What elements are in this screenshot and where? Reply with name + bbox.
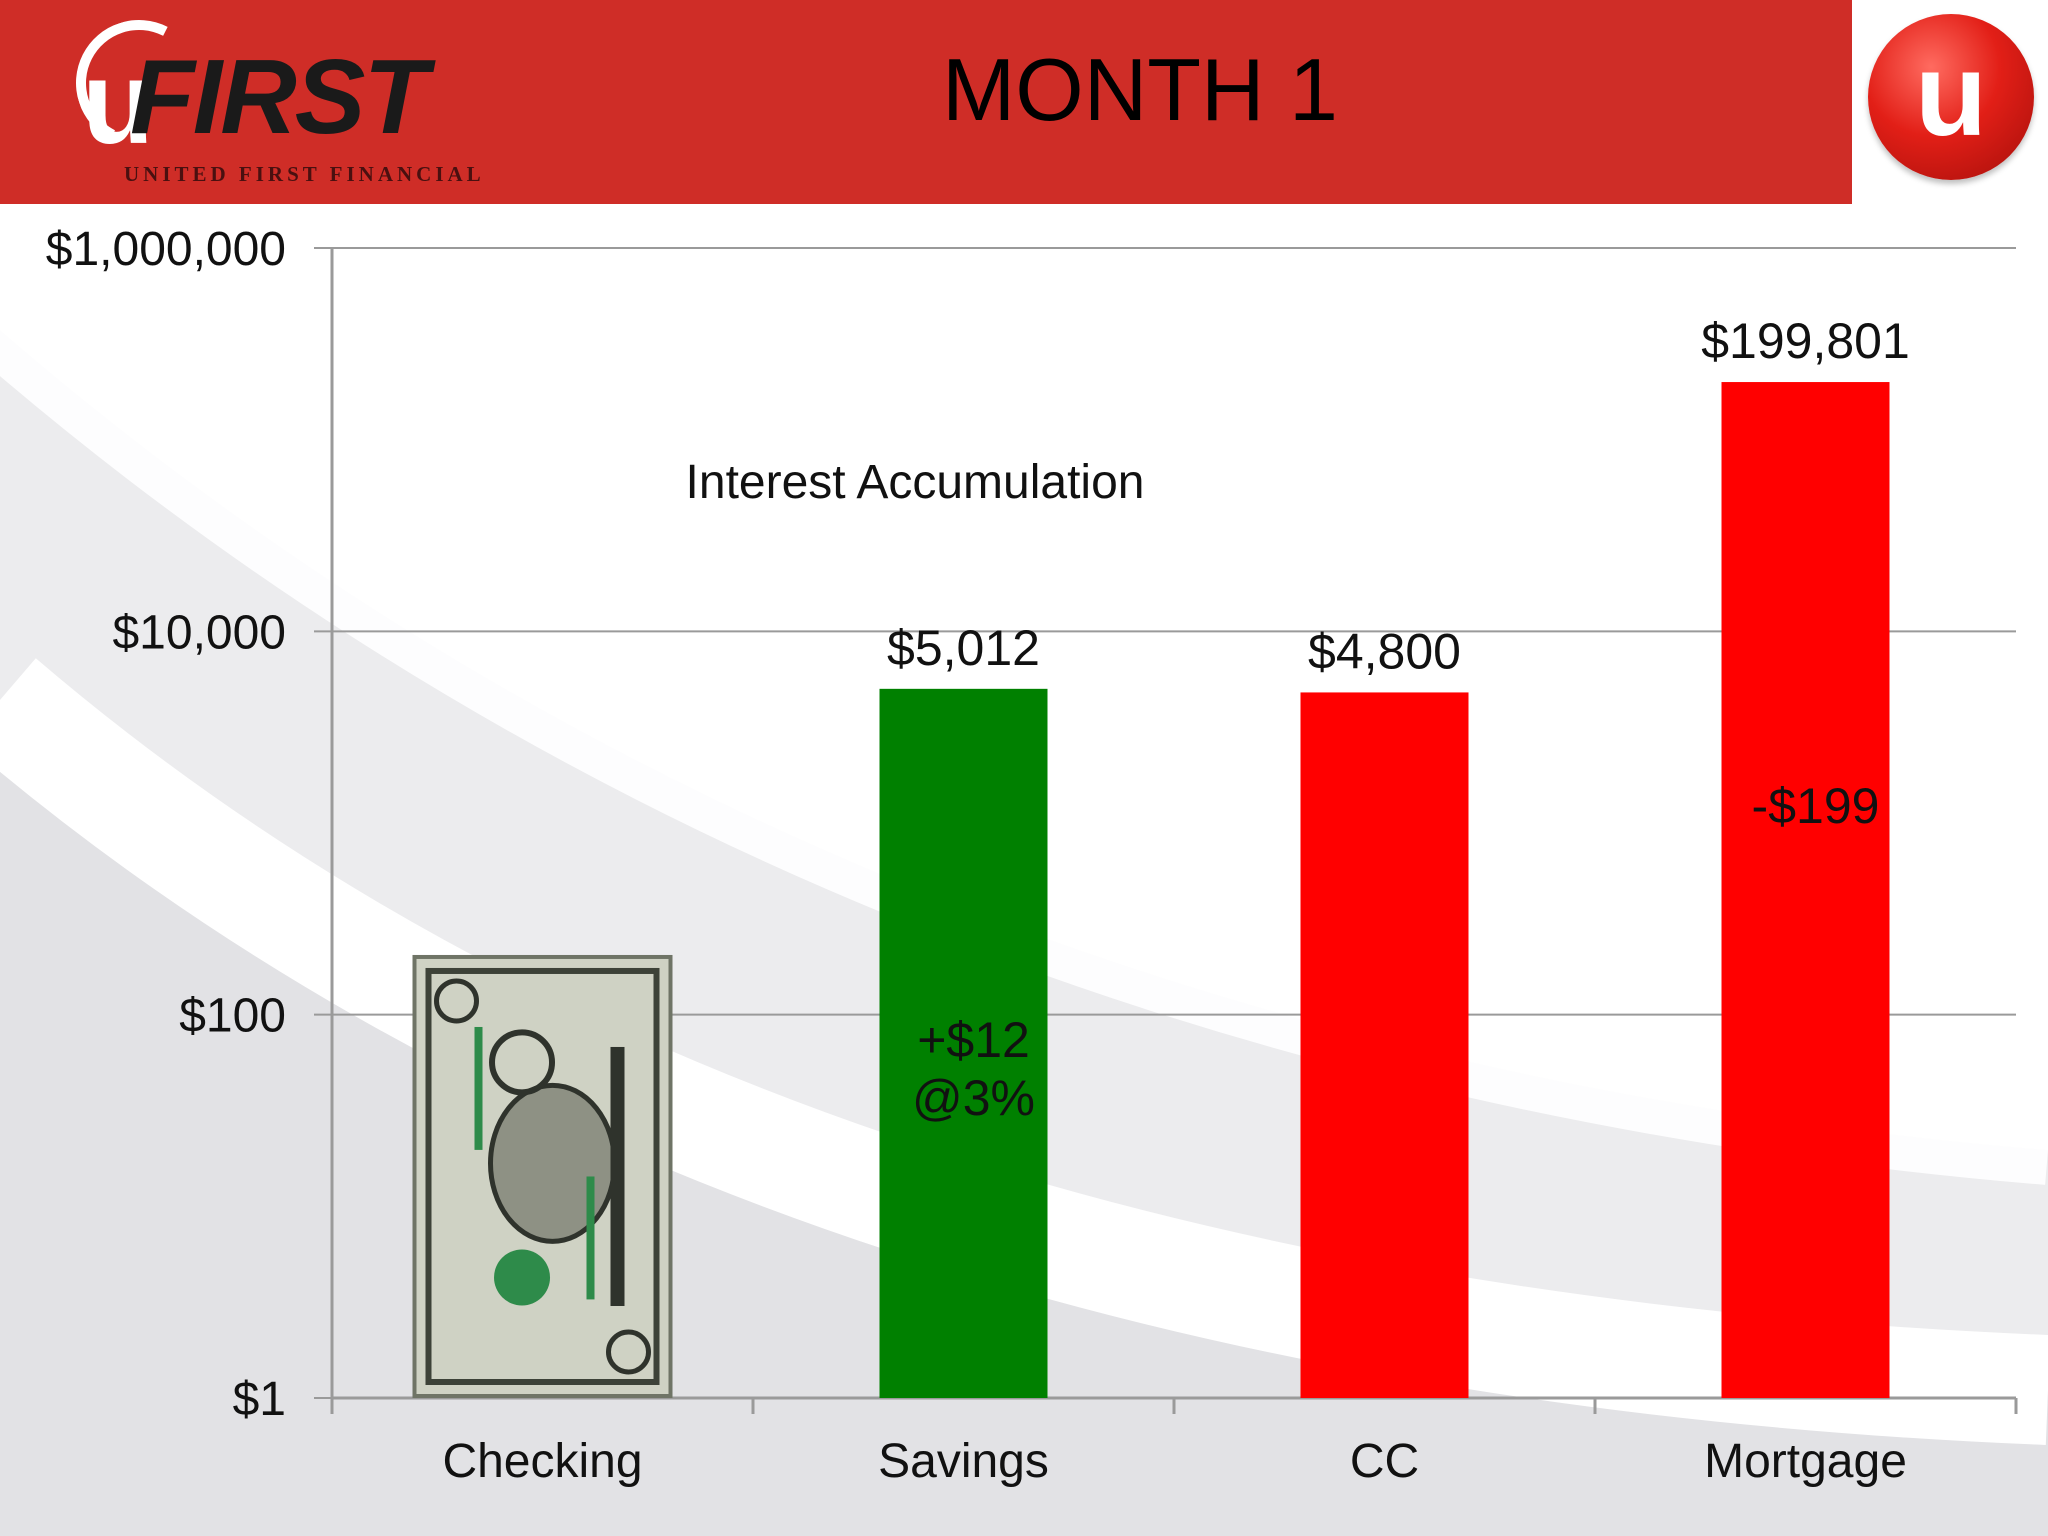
labels: $1 $100 $10,000 $1,000,000 Checking Savings CC… xyxy=(46,223,1910,1488)
corner-one xyxy=(434,978,479,1024)
x-tick-label: CC xyxy=(1350,1435,1419,1488)
treasury-seal xyxy=(494,1249,551,1306)
portrait-oval xyxy=(488,1082,617,1244)
chart-title: Interest Accumulation xyxy=(686,456,1145,509)
dollar-bill-icon xyxy=(412,954,673,1398)
bar-annotation: @3% xyxy=(912,1070,1035,1126)
y-tick-label: $1,000,000 xyxy=(46,223,286,276)
serial-number xyxy=(474,1026,483,1150)
header-banner: u FIRST UNITED FIRST FINANCIAL MONTH 1 xyxy=(0,0,1852,204)
bill-text-band xyxy=(610,1046,625,1306)
bar-value-label: $4,800 xyxy=(1308,623,1461,679)
y-tick-label: $100 xyxy=(179,990,286,1043)
corner-one xyxy=(606,1329,651,1375)
logo-subtitle: UNITED FIRST FINANCIAL xyxy=(124,162,485,186)
serial-number xyxy=(586,1176,595,1300)
bar-chart: $1 $100 $10,000 $1,000,000 Checking Savings CC… xyxy=(46,223,2018,1488)
bar-annotation: +$12 xyxy=(917,1012,1030,1068)
bar-mortgage xyxy=(1721,382,1890,1398)
bar-savings xyxy=(879,688,1048,1398)
bar-cc xyxy=(1300,692,1469,1398)
logo-mark: u xyxy=(82,37,155,169)
bar-value-label: $5,012 xyxy=(887,620,1040,676)
bill-border xyxy=(425,967,660,1385)
page-title: MONTH 1 xyxy=(942,40,1338,139)
bar-annotation: -$199 xyxy=(1752,778,1880,834)
y-tick-label: $10,000 xyxy=(112,606,286,659)
x-tick-label: Checking xyxy=(442,1435,642,1488)
u-badge-icon: u xyxy=(1868,14,2034,180)
x-tick-label: Savings xyxy=(878,1435,1049,1488)
ufirst-logo: u FIRST UNITED FIRST FINANCIAL xyxy=(59,3,510,194)
y-tick-label: $1 xyxy=(233,1373,286,1426)
bar-value-label: $199,801 xyxy=(1701,313,1910,369)
x-tick-label: Mortgage xyxy=(1704,1435,1907,1488)
seal-circle xyxy=(489,1029,556,1096)
logo-wordmark: FIRST xyxy=(130,38,428,156)
bars xyxy=(879,382,1890,1398)
corner-logo-mark: u xyxy=(1914,29,1988,161)
corner-logo: u xyxy=(1852,0,2048,204)
